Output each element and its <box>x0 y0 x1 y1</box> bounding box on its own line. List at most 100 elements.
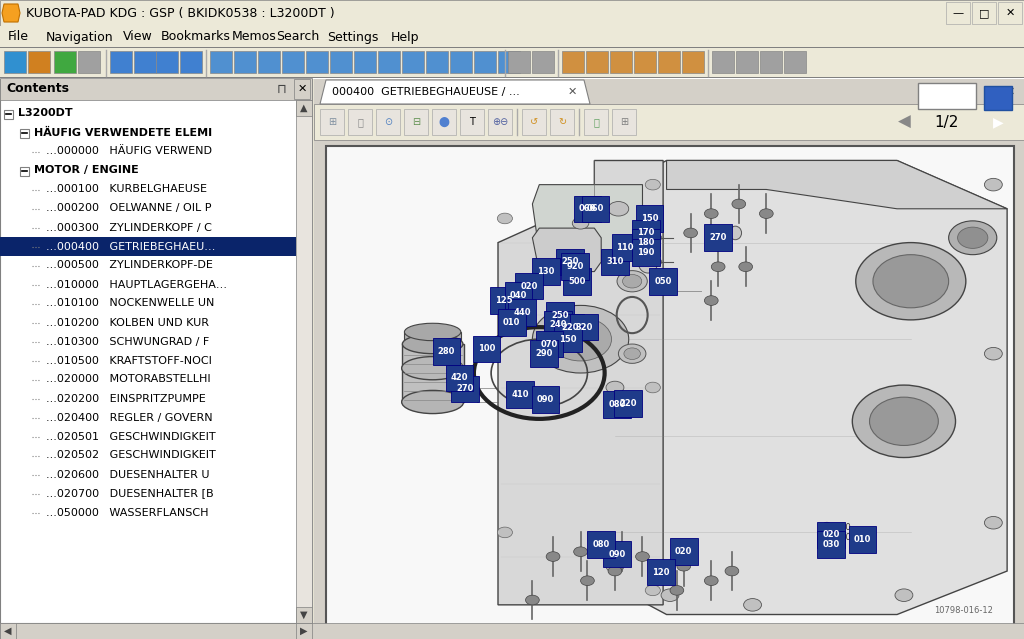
Text: 150: 150 <box>641 214 658 223</box>
Bar <box>28 51 50 73</box>
Text: 220: 220 <box>620 399 637 408</box>
Text: 020
030: 020 030 <box>836 523 851 542</box>
Bar <box>946 2 970 24</box>
Text: ...050000   WASSERFLANSCH: ...050000 WASSERFLANSCH <box>46 507 209 518</box>
Ellipse shape <box>638 253 657 273</box>
Bar <box>294 79 310 99</box>
Circle shape <box>712 262 725 272</box>
Bar <box>20 167 29 176</box>
Circle shape <box>617 270 647 292</box>
Text: 190: 190 <box>637 248 654 257</box>
Text: 090: 090 <box>537 395 554 404</box>
Text: ...020600   DUESENHALTER U: ...020600 DUESENHALTER U <box>46 470 210 479</box>
Text: 320: 320 <box>575 323 593 332</box>
Text: 920: 920 <box>566 262 584 271</box>
Bar <box>474 51 496 73</box>
Bar <box>544 311 571 338</box>
Text: Memos: Memos <box>231 31 276 43</box>
Bar <box>452 376 479 402</box>
Bar <box>611 234 639 261</box>
Text: 090: 090 <box>608 550 626 558</box>
Bar <box>0 48 1024 78</box>
Bar <box>556 314 584 341</box>
Bar <box>460 109 484 135</box>
Bar <box>426 51 449 73</box>
Bar <box>0 623 1024 639</box>
Text: ...020400   REGLER / GOVERN: ...020400 REGLER / GOVERN <box>46 413 213 422</box>
Text: 130: 130 <box>538 267 555 276</box>
Text: ...010100   NOCKENWELLE UN: ...010100 NOCKENWELLE UN <box>46 298 214 309</box>
Text: ⊞: ⊞ <box>328 117 336 127</box>
Circle shape <box>581 576 594 585</box>
Circle shape <box>550 318 611 361</box>
Bar <box>0 26 1024 48</box>
Bar <box>0 78 1024 79</box>
Text: 🔧: 🔧 <box>357 117 362 127</box>
Bar <box>561 254 589 280</box>
Circle shape <box>705 209 718 219</box>
Text: ▲: ▲ <box>300 103 308 113</box>
Circle shape <box>743 599 762 611</box>
Bar <box>0 77 1024 78</box>
Text: 500: 500 <box>568 277 586 286</box>
Bar <box>649 268 677 295</box>
Bar <box>0 78 312 623</box>
Bar <box>658 51 680 73</box>
Text: 📋: 📋 <box>593 117 599 127</box>
Bar <box>736 51 758 73</box>
Text: ◀: ◀ <box>4 626 11 636</box>
Bar <box>498 51 520 73</box>
Bar <box>0 237 296 256</box>
Bar <box>4 51 26 73</box>
Text: 040: 040 <box>510 291 527 300</box>
Bar <box>402 51 424 73</box>
Bar <box>522 109 546 135</box>
Circle shape <box>822 522 831 528</box>
Text: 250: 250 <box>551 311 568 320</box>
Circle shape <box>606 222 624 235</box>
Bar <box>450 51 472 73</box>
Bar <box>712 51 734 73</box>
Bar <box>156 51 178 73</box>
Bar <box>570 314 598 341</box>
Text: 250: 250 <box>561 258 579 266</box>
Bar <box>531 387 559 413</box>
Text: ↻: ↻ <box>558 117 566 127</box>
Circle shape <box>662 589 679 601</box>
Bar <box>760 51 782 73</box>
Circle shape <box>645 180 660 190</box>
Text: View: View <box>123 31 153 43</box>
Text: ⊓: ⊓ <box>278 82 287 95</box>
Text: ...020000   MOTORABSTELLHI: ...020000 MOTORABSTELLHI <box>46 374 211 385</box>
Bar <box>582 196 609 222</box>
Text: Navigation: Navigation <box>46 31 114 43</box>
Bar <box>488 109 512 135</box>
Ellipse shape <box>401 390 464 413</box>
Text: HÄUFIG VERWENDETE ELEMI: HÄUFIG VERWENDETE ELEMI <box>34 127 212 137</box>
Circle shape <box>732 199 745 209</box>
Circle shape <box>895 589 912 601</box>
Ellipse shape <box>402 334 463 354</box>
Bar <box>432 109 456 135</box>
Bar <box>972 2 996 24</box>
Bar <box>562 51 584 73</box>
Circle shape <box>608 201 629 216</box>
Bar <box>784 51 806 73</box>
Polygon shape <box>532 185 642 252</box>
Bar <box>282 51 304 73</box>
Bar <box>314 104 1024 140</box>
Circle shape <box>645 382 660 393</box>
Polygon shape <box>532 228 601 272</box>
Bar <box>314 78 1024 104</box>
Bar <box>234 51 256 73</box>
Bar <box>110 51 132 73</box>
Bar <box>348 109 372 135</box>
Bar <box>998 2 1022 24</box>
Circle shape <box>650 234 662 242</box>
Text: ✕: ✕ <box>1006 8 1015 18</box>
Text: 270: 270 <box>457 385 474 394</box>
Bar <box>378 51 400 73</box>
Circle shape <box>498 213 512 224</box>
Bar <box>670 539 697 565</box>
Text: T: T <box>469 117 475 127</box>
